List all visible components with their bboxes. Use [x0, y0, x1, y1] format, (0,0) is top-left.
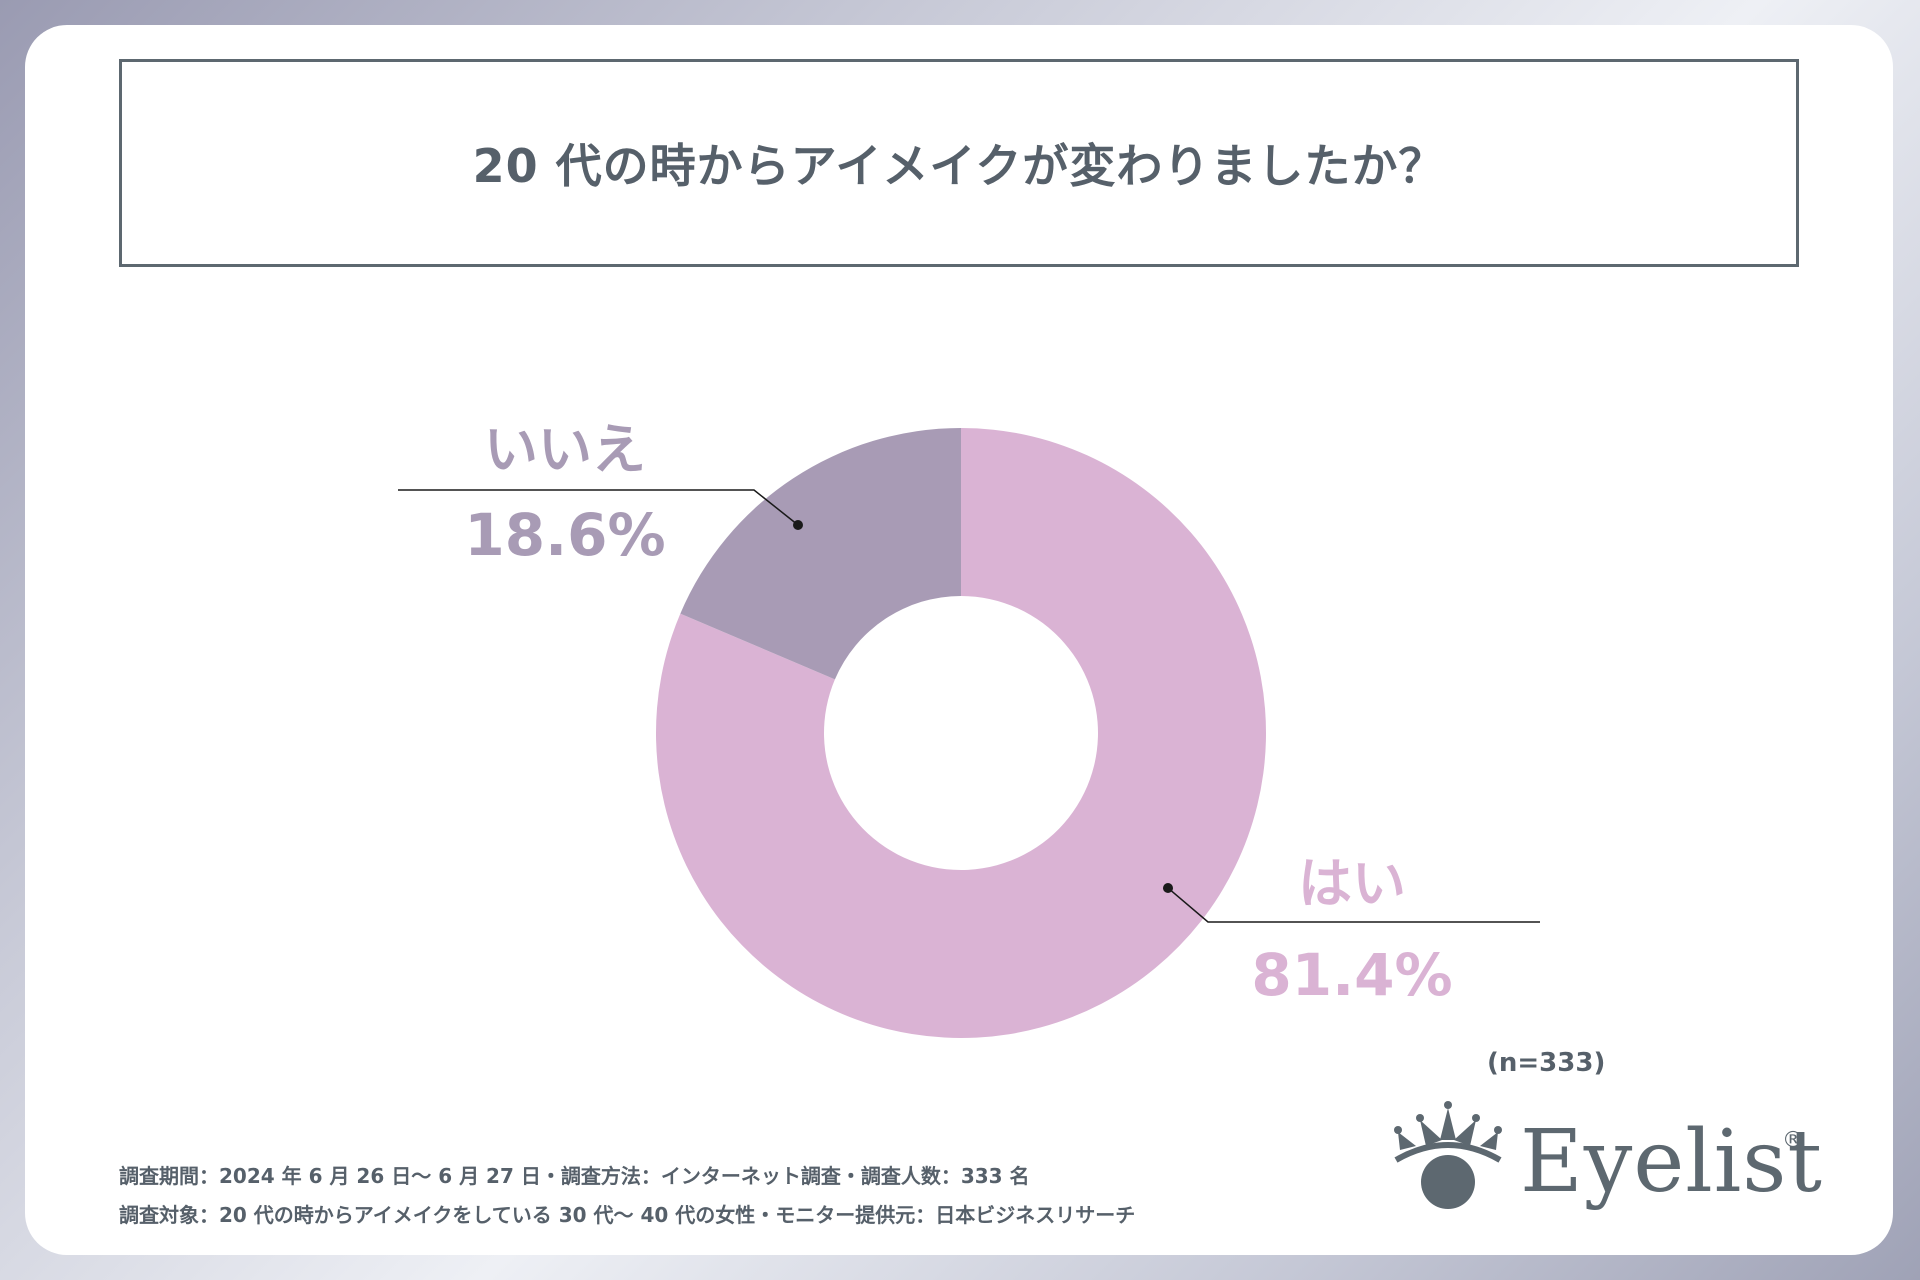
- chart-title: 20 代の時からアイメイクが変わりましたか？: [472, 139, 1446, 193]
- sample-size: (n=333): [1487, 1048, 1606, 1078]
- title-box: 20 代の時からアイメイクが変わりましたか？: [119, 59, 1799, 267]
- slice-label-yes: はい: [1298, 852, 1406, 915]
- content-card: [25, 25, 1893, 1255]
- registered-mark: ®: [1782, 1128, 1804, 1153]
- slice-no: [680, 428, 961, 680]
- slice-yes: [655, 428, 1266, 1038]
- footnote-target: 調査対象：20 代の時からアイメイクをしている 30 代～ 40 代の女性・モニ…: [119, 1203, 1136, 1227]
- slice-label-no: いいえ: [484, 418, 646, 481]
- slice-value-no: 18.6%: [464, 501, 665, 569]
- leader-line-yes: [1163, 883, 1540, 923]
- leader-line-no: [398, 489, 803, 530]
- slice-value-yes: 81.4%: [1251, 941, 1452, 1009]
- footnote-period: 調査期間：2024 年 6 月 26 日～ 6 月 27 日・調査方法：インター…: [119, 1164, 1030, 1188]
- crown-eye-icon: [1394, 1101, 1502, 1209]
- logo-wordmark: Eyelist: [1520, 1112, 1823, 1212]
